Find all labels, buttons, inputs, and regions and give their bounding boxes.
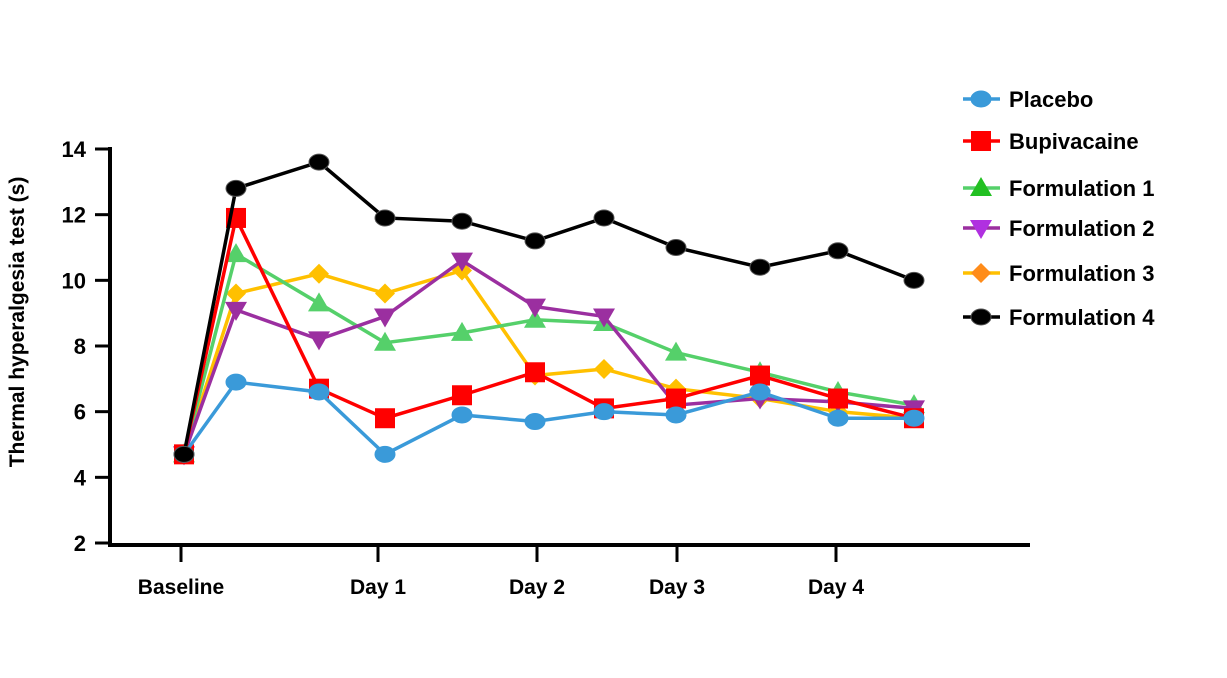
series-formulation-3	[174, 260, 924, 465]
data-point	[524, 298, 546, 318]
data-point	[828, 388, 848, 409]
data-point	[593, 403, 615, 421]
x-tick-label: Day 3	[649, 576, 705, 599]
legend-label: Formulation 2	[1009, 216, 1154, 241]
data-point	[309, 263, 329, 284]
y-tick-label: 12	[62, 203, 86, 228]
y-tick-label: 2	[74, 531, 86, 556]
legend-item: Placebo	[963, 87, 1093, 112]
data-point	[525, 362, 545, 383]
data-point	[665, 341, 687, 361]
series-bupivacaine	[174, 207, 924, 465]
x-tick-label: Day 4	[808, 576, 864, 599]
y-tick-label: 6	[74, 400, 86, 425]
data-point	[308, 153, 330, 171]
x-tick-label: Baseline	[138, 576, 224, 599]
data-point	[593, 209, 615, 227]
y-tick-label: 14	[62, 137, 87, 162]
legend-label: Formulation 3	[1009, 261, 1154, 286]
series-placebo	[173, 373, 925, 463]
y-tick-label: 4	[74, 465, 87, 490]
data-point	[375, 283, 395, 304]
series-formulation-4	[173, 153, 925, 463]
data-point	[451, 212, 473, 230]
data-point	[374, 331, 396, 351]
data-point	[173, 445, 195, 463]
data-point	[308, 383, 330, 401]
legend-label: Formulation 4	[1009, 305, 1155, 330]
legend-item: Bupivacaine	[963, 129, 1139, 154]
y-axis-label: Thermal hyperalgesia test (s)	[6, 177, 29, 468]
legend-marker	[971, 131, 991, 151]
data-point	[665, 406, 687, 424]
data-point	[749, 258, 771, 276]
data-point	[452, 385, 472, 406]
x-tick-label: Day 1	[350, 576, 406, 599]
legend-label: Formulation 1	[1009, 176, 1154, 201]
data-point	[374, 308, 396, 328]
data-point	[750, 365, 770, 386]
data-point	[374, 445, 396, 463]
series-line	[182, 268, 915, 455]
data-point	[665, 239, 687, 256]
legend-marker	[970, 220, 992, 239]
data-point	[225, 373, 247, 391]
data-point	[594, 358, 614, 379]
data-point	[749, 383, 771, 401]
data-point	[225, 243, 247, 263]
data-point	[225, 301, 247, 321]
series-formulation-1	[173, 243, 925, 463]
y-tick-label: 10	[62, 268, 86, 293]
data-point	[225, 179, 247, 197]
data-point	[226, 283, 246, 304]
data-point	[308, 331, 330, 351]
legend-label: Placebo	[1009, 87, 1093, 112]
legend-label: Bupivacaine	[1009, 129, 1139, 154]
legend-marker	[970, 90, 992, 108]
data-point	[451, 406, 473, 424]
legend-marker	[971, 263, 991, 283]
data-point	[308, 292, 330, 312]
data-point	[524, 413, 546, 431]
data-point	[903, 271, 925, 289]
y-tick-label: 8	[74, 334, 86, 359]
data-point	[524, 308, 546, 328]
data-point	[375, 408, 395, 429]
legend-marker	[970, 308, 992, 326]
data-point	[593, 308, 615, 328]
data-point	[524, 232, 546, 250]
data-point	[666, 388, 686, 409]
data-point	[451, 321, 473, 341]
data-point	[451, 252, 473, 272]
legend-marker	[970, 177, 992, 196]
series-line	[182, 251, 915, 455]
data-point	[374, 209, 396, 227]
data-point	[827, 242, 849, 260]
legend-item: Formulation 4	[963, 305, 1155, 330]
x-tick-label: Day 2	[509, 576, 565, 599]
data-point	[903, 409, 925, 427]
legend-item: Formulation 2	[963, 216, 1154, 241]
legend-item: Formulation 1	[963, 176, 1154, 201]
series-line	[182, 380, 914, 457]
data-point	[827, 409, 849, 427]
legend-item: Formulation 3	[963, 261, 1154, 286]
